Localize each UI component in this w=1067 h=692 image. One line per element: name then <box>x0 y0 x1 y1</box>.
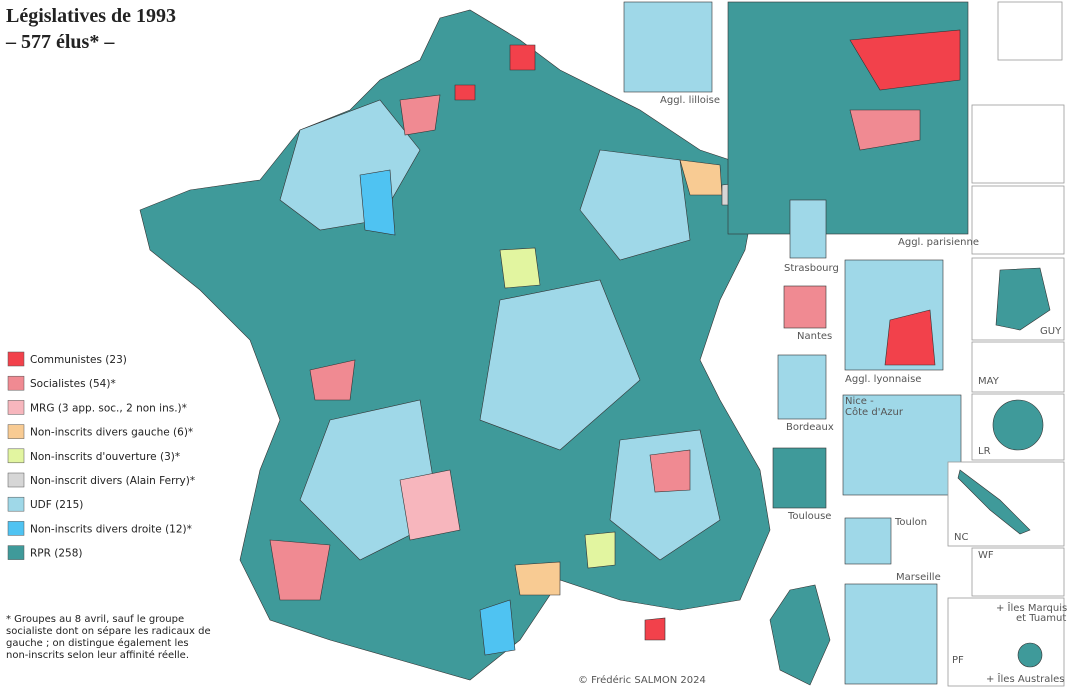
inset-label: WF <box>978 550 994 561</box>
region <box>514 561 561 596</box>
region <box>499 247 541 289</box>
inset-nantes <box>783 285 827 329</box>
credit: © Frédéric SALMON 2024 <box>578 674 706 686</box>
inset-label: + Îles Marquises <box>996 601 1067 614</box>
legend-label: MRG (3 app. soc., 2 non ins.)* <box>30 402 187 414</box>
region <box>644 617 666 641</box>
frame-spm <box>997 1 1063 61</box>
inset-label: Nantes <box>797 331 832 342</box>
footnote-line: non-inscrits selon leur affinité réelle. <box>6 649 189 661</box>
inset-label: Aggl. lilloise <box>660 95 720 106</box>
region <box>359 169 396 236</box>
region <box>479 279 641 451</box>
inset-label: Côte d'Azur <box>845 406 904 418</box>
inset-label: Strasbourg <box>784 263 839 274</box>
inset-paris-south <box>849 109 921 151</box>
footnote-line: gauche ; on distingue également les <box>6 637 189 649</box>
region <box>399 94 441 136</box>
inset-strasbourg <box>789 199 827 259</box>
footnote-line: * Groupes au 8 avril, sauf le groupe <box>6 614 184 625</box>
mainland-map <box>139 9 831 686</box>
legend-swatch <box>7 400 25 415</box>
inset-paris-left <box>849 29 961 91</box>
region <box>649 449 691 493</box>
region <box>479 599 516 656</box>
inset-label: et Tuamutu <box>1016 613 1067 624</box>
inset-label: Toulouse <box>787 511 831 522</box>
reunion-shape <box>992 399 1044 451</box>
inset-marseille <box>844 583 938 685</box>
footnote-line: socialiste dont on sépare les radicaux d… <box>6 625 211 637</box>
pf-shape <box>1017 642 1043 668</box>
frame-martinique <box>971 185 1065 255</box>
inset-labels: Aggl. lilloise Aggl. parisienne Strasbou… <box>660 95 1067 685</box>
region <box>584 531 616 569</box>
region <box>299 399 441 561</box>
region <box>609 429 721 561</box>
inset-label: LR <box>978 446 991 457</box>
france-shape <box>139 9 771 681</box>
inset-nice <box>842 394 962 496</box>
region <box>509 44 536 71</box>
footnote: * Groupes au 8 avril, sauf le groupe soc… <box>6 614 211 661</box>
inset-label: Marseille <box>896 572 941 583</box>
legend-swatch <box>7 521 25 536</box>
inset-lille <box>623 1 713 93</box>
inset-label: Aggl. parisienne <box>898 237 979 248</box>
legend: Communistes (23) Socialistes (54)* MRG (3 … <box>7 351 195 560</box>
frame-wf <box>971 547 1065 597</box>
insets <box>623 1 1065 687</box>
legend-swatch <box>7 545 25 560</box>
region <box>399 469 461 541</box>
legend-label: Non-inscrit divers (Alain Ferry)* <box>30 475 195 487</box>
nc-shape <box>957 469 1031 535</box>
title: Législatives de 1993 <box>6 5 176 27</box>
inset-label: Bordeaux <box>786 422 834 433</box>
frame-mayotte <box>971 341 1065 393</box>
subtitle: – 577 élus* – <box>5 31 115 53</box>
guyane-shape <box>995 267 1051 331</box>
legend-swatch <box>7 448 25 464</box>
legend-label: Non-inscrits divers droite (12)* <box>30 523 192 535</box>
legend-label: Non-inscrits d'ouverture (3)* <box>30 451 180 463</box>
inset-label: Toulon <box>894 517 927 528</box>
legend-swatch <box>7 496 25 512</box>
inset-lyon-left <box>884 309 936 366</box>
region <box>454 84 476 101</box>
corsica <box>769 584 831 686</box>
legend-label: Communistes (23) <box>30 354 127 366</box>
inset-label: Nice - <box>845 396 874 407</box>
inset-label: PF <box>952 655 964 666</box>
frame-guadeloupe <box>971 104 1065 184</box>
inset-label: + Îles Australes <box>986 672 1065 685</box>
legend-swatch <box>7 375 25 391</box>
region <box>309 359 356 401</box>
inset-label: MAY <box>978 376 1000 387</box>
inset-label: NC <box>954 532 968 543</box>
legend-label: UDF (215) <box>30 499 83 511</box>
legend-label: Socialistes (54)* <box>30 378 116 390</box>
legend-swatch <box>7 351 25 367</box>
legend-swatch <box>7 472 25 488</box>
legend-swatch <box>7 424 25 439</box>
inset-bordeaux <box>777 354 827 420</box>
inset-toulouse <box>772 447 827 509</box>
legend-label: RPR (258) <box>30 548 83 560</box>
region <box>269 539 331 601</box>
inset-toulon <box>844 517 892 565</box>
inset-label: GUY <box>1040 326 1062 337</box>
region <box>579 149 691 261</box>
frame-pf <box>947 597 1065 687</box>
inset-label: Aggl. lyonnaise <box>845 374 921 385</box>
legend-label: Non-inscrits divers gauche (6)* <box>30 427 193 439</box>
